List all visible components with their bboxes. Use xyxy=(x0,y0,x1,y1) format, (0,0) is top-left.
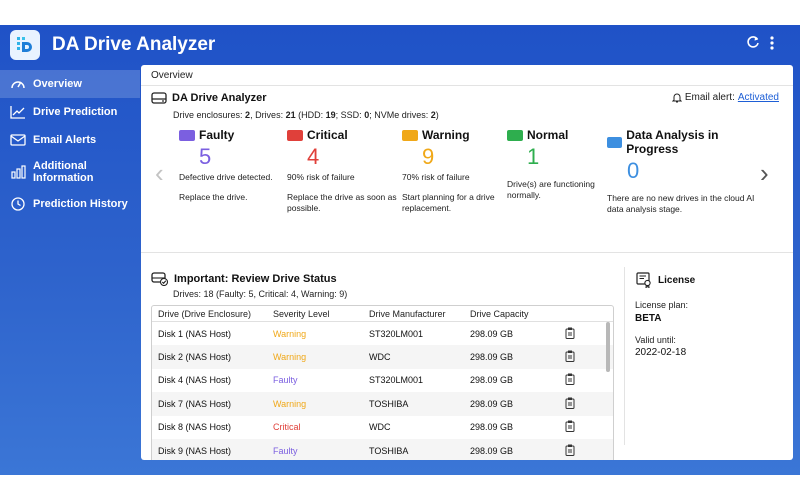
sidebar-item-additional-information[interactable]: Additional Information xyxy=(0,154,140,190)
stat-warning: Warning 9 70% risk of failure Start plan… xyxy=(402,128,520,214)
valid-until-value: 2022-02-18 xyxy=(635,347,687,358)
table-row[interactable]: Disk 8 (NAS Host) Critical WDC 298.09 GB xyxy=(152,416,613,439)
next-arrow-icon[interactable]: › xyxy=(760,158,769,188)
table-body: Disk 1 (NAS Host) Warning ST320LM001 298… xyxy=(152,322,613,460)
normal-drive-icon xyxy=(507,129,523,141)
license-title: License xyxy=(636,272,695,288)
stat-critical: Critical 4 90% risk of failure Replace t… xyxy=(287,128,405,214)
more-options-icon[interactable] xyxy=(769,35,775,56)
sidebar-item-drive-prediction[interactable]: Drive Prediction xyxy=(0,98,140,126)
envelope-icon xyxy=(10,134,26,146)
sidebar-item-label: Prediction History xyxy=(33,198,128,210)
email-alert-label: Email alert: xyxy=(684,92,735,103)
trend-line-icon xyxy=(10,106,25,119)
faulty-desc: Defective drive detected. xyxy=(179,172,273,182)
clipboard-icon[interactable] xyxy=(565,373,595,387)
clipboard-icon[interactable] xyxy=(565,444,595,458)
license-certificate-icon xyxy=(636,272,651,288)
clipboard-icon[interactable] xyxy=(565,397,595,411)
critical-count: 4 xyxy=(307,144,320,169)
faulty-drive-icon xyxy=(179,129,195,141)
history-icon xyxy=(11,197,25,211)
table-row[interactable]: Disk 2 (NAS Host) Warning WDC 298.09 GB xyxy=(152,345,613,369)
analyzer-section-title: DA Drive Analyzer xyxy=(151,92,267,104)
sidebar-item-label: Additional Information xyxy=(33,160,94,184)
sidebar-item-label: Overview xyxy=(33,78,82,90)
breadcrumb: Overview xyxy=(151,70,193,81)
gauge-icon xyxy=(11,81,25,89)
clipboard-icon[interactable] xyxy=(565,420,595,434)
app-header: DA Drive Analyzer xyxy=(0,25,800,65)
table-row[interactable]: Disk 1 (NAS Host) Warning ST320LM001 298… xyxy=(152,322,613,345)
bell-icon xyxy=(671,93,682,103)
license-divider xyxy=(624,267,625,445)
app-logo-icon xyxy=(10,30,40,60)
critical-desc: 90% risk of failure xyxy=(287,172,355,182)
table-header: Drive (Drive Enclosure) Severity Level D… xyxy=(152,306,613,322)
faulty-count: 5 xyxy=(199,144,212,169)
table-scrollbar[interactable] xyxy=(606,322,610,372)
section-divider xyxy=(141,252,793,253)
main-panel: Overview DA Drive Analyzer Drive enclosu… xyxy=(141,65,793,460)
sidebar-item-overview[interactable]: Overview xyxy=(0,70,140,98)
column-header-capacity[interactable]: Drive Capacity xyxy=(470,308,529,319)
email-alert-status: Email alert: Activated xyxy=(671,92,779,103)
review-table: Drive (Drive Enclosure) Severity Level D… xyxy=(151,305,614,460)
refresh-icon[interactable] xyxy=(746,35,760,54)
review-summary: Drives: 18 (Faulty: 5, Critical: 4, Warn… xyxy=(173,289,348,299)
table-row[interactable]: Disk 7 (NAS Host) Warning TOSHIBA 298.09… xyxy=(152,392,613,416)
stat-data-analysis: Data Analysis in Progress 0 There are no… xyxy=(607,128,767,215)
normal-action: Drive(s) are functioning normally. xyxy=(507,179,595,200)
valid-until-label: Valid until: xyxy=(635,335,676,345)
critical-action: Replace the drive as soon as possible. xyxy=(287,192,397,213)
column-header-drive[interactable]: Drive (Drive Enclosure) xyxy=(158,308,252,319)
sidebar: Overview Drive Prediction Email Alerts A… xyxy=(0,70,140,218)
clipboard-icon[interactable] xyxy=(565,327,595,341)
column-header-manufacturer[interactable]: Drive Manufacturer xyxy=(369,308,446,319)
drive-icon xyxy=(151,92,167,104)
table-row[interactable]: Disk 4 (NAS Host) Faulty ST320LM001 298.… xyxy=(152,369,613,392)
review-section-title: Important: Review Drive Status xyxy=(151,272,337,286)
normal-count: 1 xyxy=(527,144,540,169)
warning-desc: 70% risk of failure xyxy=(402,172,470,182)
warning-drive-icon xyxy=(402,129,418,141)
analysis-action: There are no new drives in the cloud AI … xyxy=(607,193,755,214)
sidebar-item-label: Drive Prediction xyxy=(33,106,118,118)
app-title: DA Drive Analyzer xyxy=(52,34,216,55)
stat-normal: Normal 1 Drive(s) are functioning normal… xyxy=(507,128,625,201)
table-row[interactable]: Disk 9 (NAS Host) Faulty TOSHIBA 298.09 … xyxy=(152,438,613,460)
warning-count: 9 xyxy=(422,144,435,169)
column-header-severity[interactable]: Severity Level xyxy=(273,308,330,319)
app-window: DA Drive Analyzer Overview Drive Predict… xyxy=(0,25,800,475)
license-plan-value: BETA xyxy=(635,313,662,324)
license-plan-label: License plan: xyxy=(635,300,689,310)
sidebar-item-label: Email Alerts xyxy=(33,134,97,146)
stat-faulty: Faulty 5 Defective drive detected. Repla… xyxy=(179,128,297,203)
analysis-drive-icon xyxy=(607,136,623,148)
warning-action: Start planning for a drive replacement. xyxy=(402,192,495,213)
clipboard-icon[interactable] xyxy=(565,350,595,364)
email-alert-activated-link[interactable]: Activated xyxy=(737,92,779,103)
drive-check-icon xyxy=(151,272,169,286)
analysis-count: 0 xyxy=(627,158,640,183)
breadcrumb-divider xyxy=(141,85,793,86)
faulty-action: Replace the drive. xyxy=(179,192,248,202)
sidebar-item-prediction-history[interactable]: Prediction History xyxy=(0,190,140,218)
drive-counts: Drive enclosures: 2, Drives: 21 (HDD: 19… xyxy=(173,110,439,120)
critical-drive-icon xyxy=(287,129,303,141)
sidebar-item-email-alerts[interactable]: Email Alerts xyxy=(0,126,140,154)
bar-chart-icon xyxy=(11,165,26,179)
previous-arrow-icon[interactable]: ‹ xyxy=(155,158,164,188)
